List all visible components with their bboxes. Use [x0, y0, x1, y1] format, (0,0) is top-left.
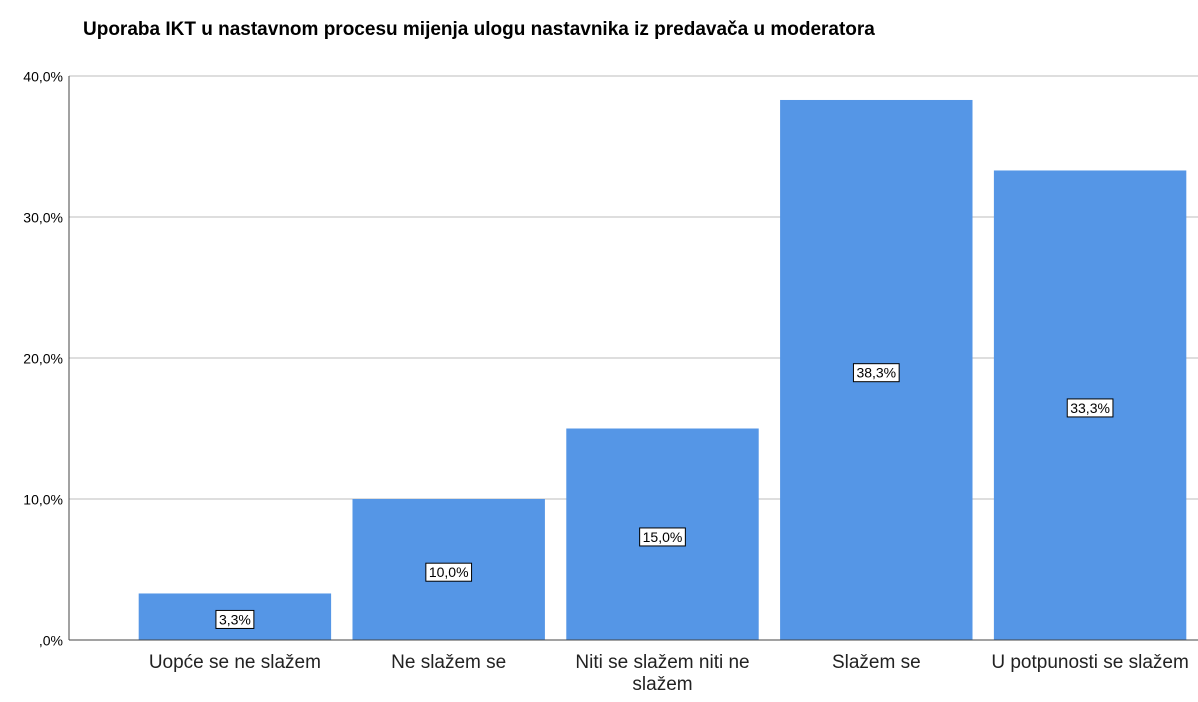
- data-label: 33,3%: [1070, 400, 1110, 416]
- y-tick-label: 10,0%: [23, 492, 63, 508]
- y-tick-label: 30,0%: [23, 210, 63, 226]
- x-tick-label: Uopće se ne slažem: [148, 652, 321, 673]
- data-label-box: [852, 363, 900, 383]
- x-tick-label: Ne slažem se: [391, 652, 507, 673]
- data-label-box: [639, 527, 686, 547]
- chart-title: Uporaba IKT u nastavnom procesu mijenja …: [83, 19, 875, 40]
- data-label: 15,0%: [643, 529, 683, 545]
- y-tick-label: 40,0%: [23, 69, 63, 85]
- data-label-box: [215, 609, 255, 629]
- x-tick-label: Slažem se: [831, 652, 921, 673]
- x-tick-label: U potpunosti se slažem: [991, 652, 1189, 673]
- data-label-box: [425, 562, 473, 582]
- y-tick-label: ,0%: [39, 633, 63, 649]
- data-label: 3,3%: [219, 611, 251, 627]
- data-label-box: [1066, 398, 1114, 418]
- data-label: 38,3%: [856, 365, 896, 381]
- x-tick-label: Niti se slažem niti ne slažem: [575, 652, 750, 695]
- y-tick-label: 20,0%: [23, 351, 63, 367]
- data-label: 10,0%: [429, 564, 469, 580]
